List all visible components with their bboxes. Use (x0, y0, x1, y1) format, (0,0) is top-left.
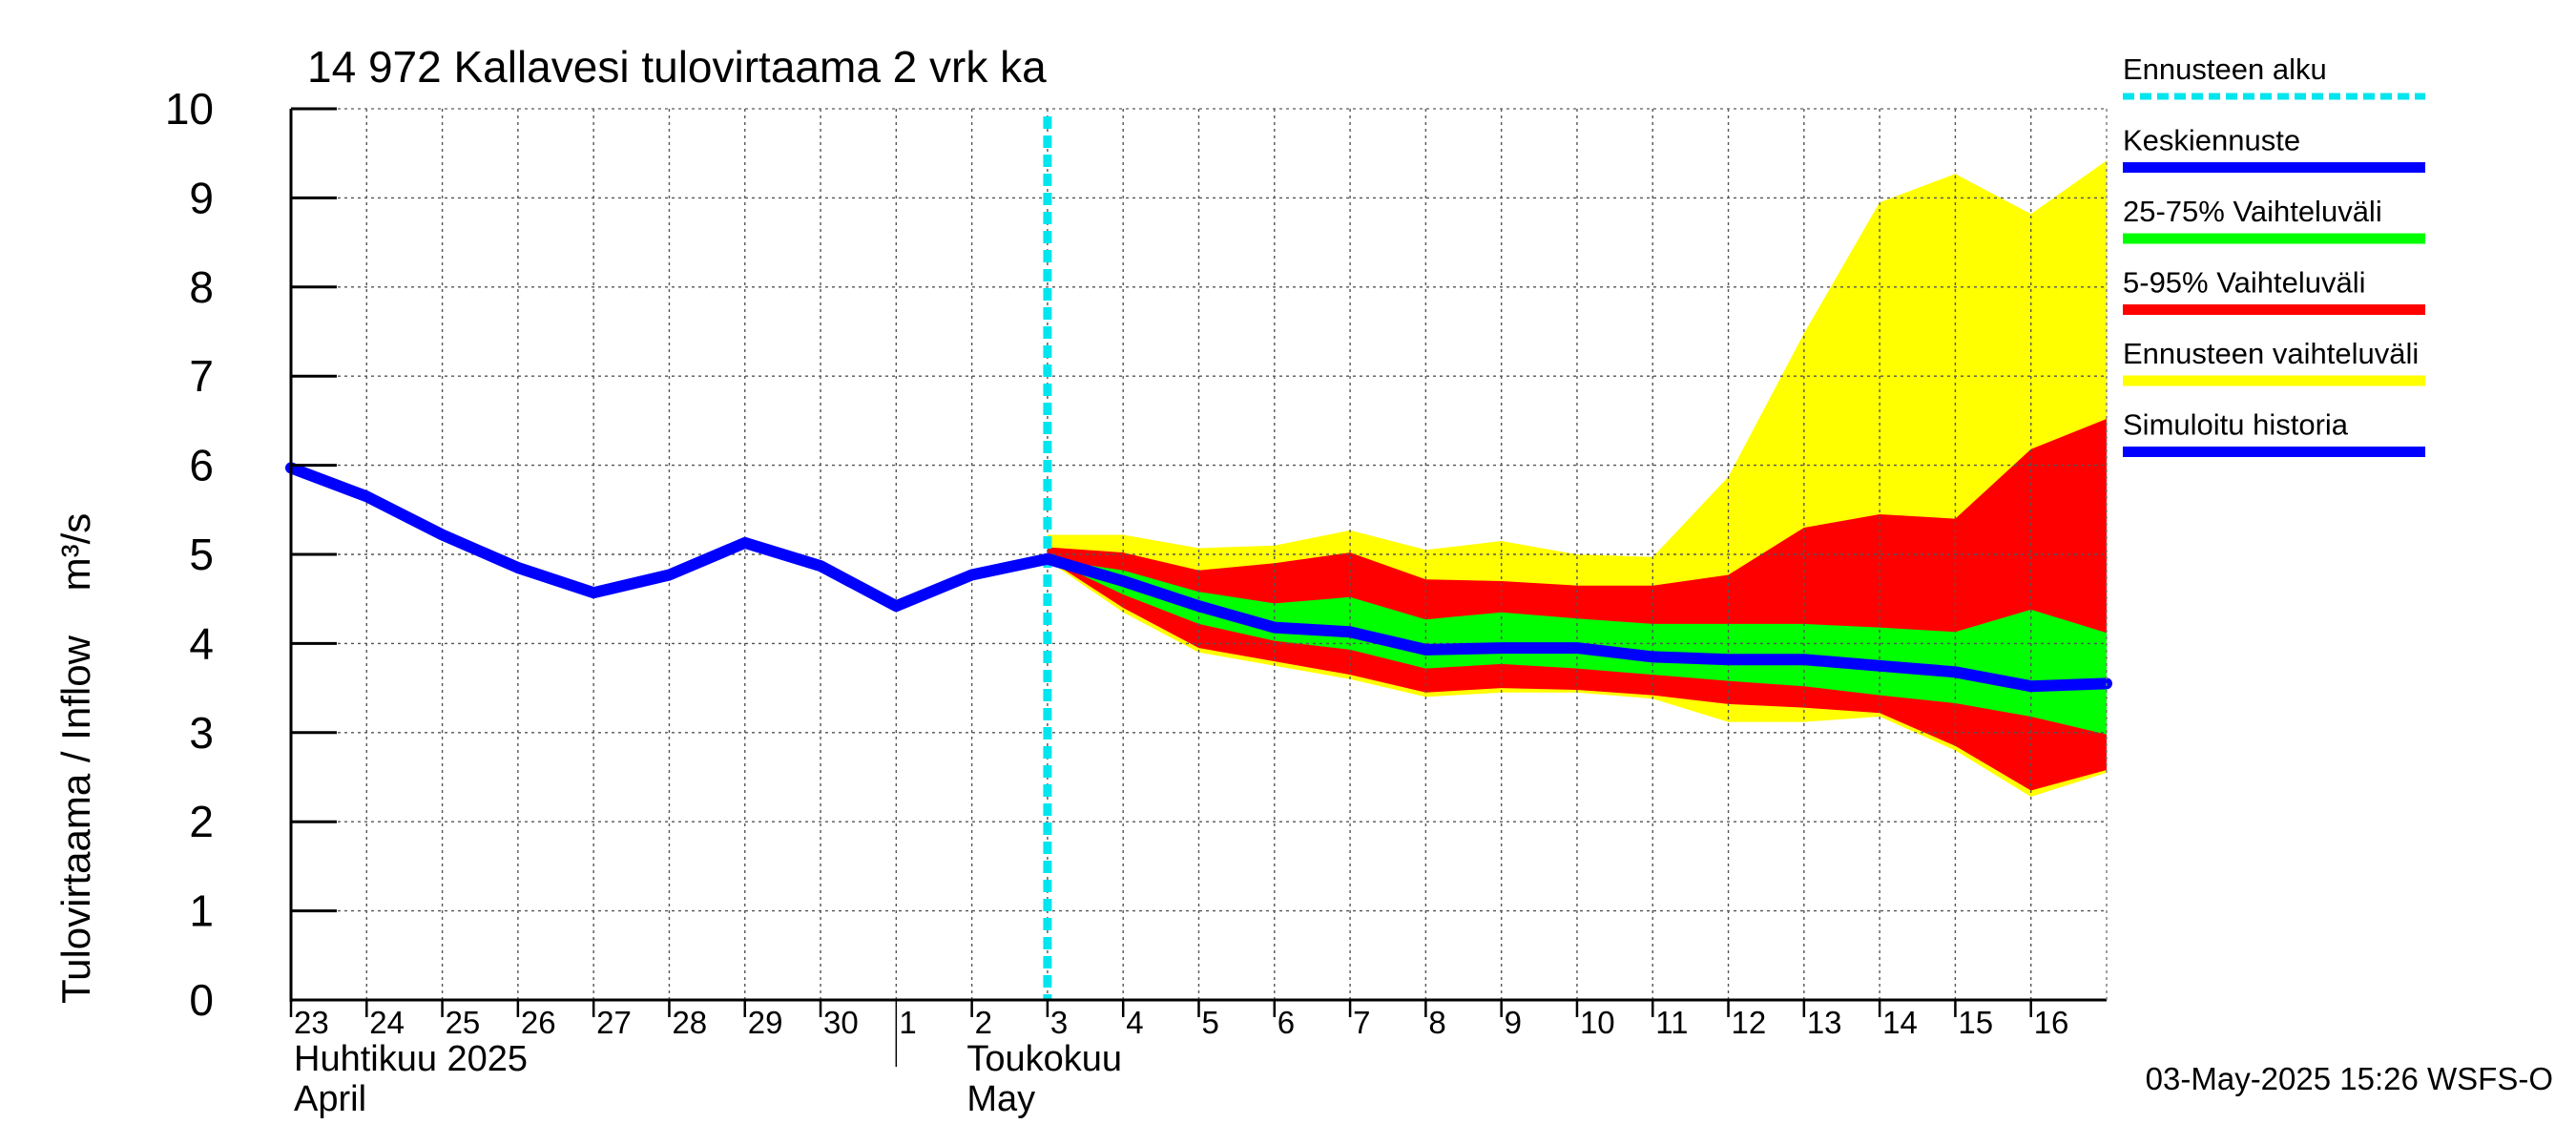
x-tick-label: 10 (1580, 1005, 1615, 1040)
x-tick-label: 23 (294, 1005, 329, 1040)
month-label-fi: Toukokuu (966, 1039, 1122, 1079)
y-tick-label: 4 (189, 618, 214, 668)
x-tick-label: 27 (596, 1005, 632, 1040)
y-tick-label: 8 (189, 262, 214, 312)
legend-label: 5-95% Vaihteluväli (2123, 266, 2365, 300)
series-lines (285, 116, 2112, 1000)
x-tick-label: 1 (899, 1005, 916, 1040)
y-tick-label: 5 (189, 530, 214, 579)
y-tick-label: 7 (189, 351, 214, 401)
timestamp: 03-May-2025 15:26 WSFS-O (2146, 1061, 2553, 1096)
x-tick-label: 24 (369, 1005, 405, 1040)
x-tick-label: 16 (2034, 1005, 2069, 1040)
x-tick-label: 2 (975, 1005, 992, 1040)
x-tick-label: 9 (1505, 1005, 1522, 1040)
x-tick-label: 26 (521, 1005, 556, 1040)
month-label-fi: Huhtikuu 2025 (294, 1039, 528, 1079)
legend-label: Ennusteen alku (2123, 52, 2327, 86)
chart-title: 14 972 Kallavesi tulovirtaama 2 vrk ka (307, 42, 1047, 92)
x-tick-label: 7 (1353, 1005, 1370, 1040)
x-tick-label: 12 (1732, 1005, 1767, 1040)
y-tick-label: 1 (189, 886, 214, 936)
month-label-en: April (294, 1079, 366, 1119)
legend-label: Ennusteen vaihteluväli (2123, 337, 2419, 370)
x-tick-label: 25 (446, 1005, 481, 1040)
x-tick-label: 3 (1050, 1005, 1068, 1040)
x-tick-label: 6 (1278, 1005, 1295, 1040)
x-tick-label: 11 (1655, 1005, 1688, 1040)
x-tick-label: 30 (823, 1005, 859, 1040)
legend-label: 25-75% Vaihteluväli (2123, 195, 2382, 228)
y-tick-label: 10 (165, 84, 214, 134)
series-simuloitu-historia (285, 462, 1053, 613)
x-tick-label: 28 (672, 1005, 707, 1040)
legend: Ennusteen alku Keskiennuste 25-75% Vaihtel… (2123, 52, 2425, 457)
y-axis-label: Tulovirtaama / Inflow m³/s (53, 513, 98, 1004)
y-tick-label: 9 (189, 173, 214, 222)
x-tick-label: 29 (748, 1005, 783, 1040)
y-tick-label: 6 (189, 441, 214, 490)
y-tick-label: 2 (189, 797, 214, 846)
y-tick-label: 3 (189, 708, 214, 758)
x-tick-label: 14 (1882, 1005, 1918, 1040)
x-tick-label: 5 (1202, 1005, 1219, 1040)
month-label-en: May (966, 1079, 1035, 1119)
x-tick-label: 13 (1807, 1005, 1842, 1040)
y-tick-label: 0 (189, 975, 214, 1025)
x-tick-label: 4 (1126, 1005, 1143, 1040)
grid (291, 109, 2107, 1000)
legend-label: Simuloitu historia (2123, 408, 2349, 442)
legend-label: Keskiennuste (2123, 124, 2300, 157)
x-tick-label: 8 (1428, 1005, 1445, 1040)
x-tick-label: 15 (1958, 1005, 1993, 1040)
series-keskiennuste (1041, 552, 2112, 693)
